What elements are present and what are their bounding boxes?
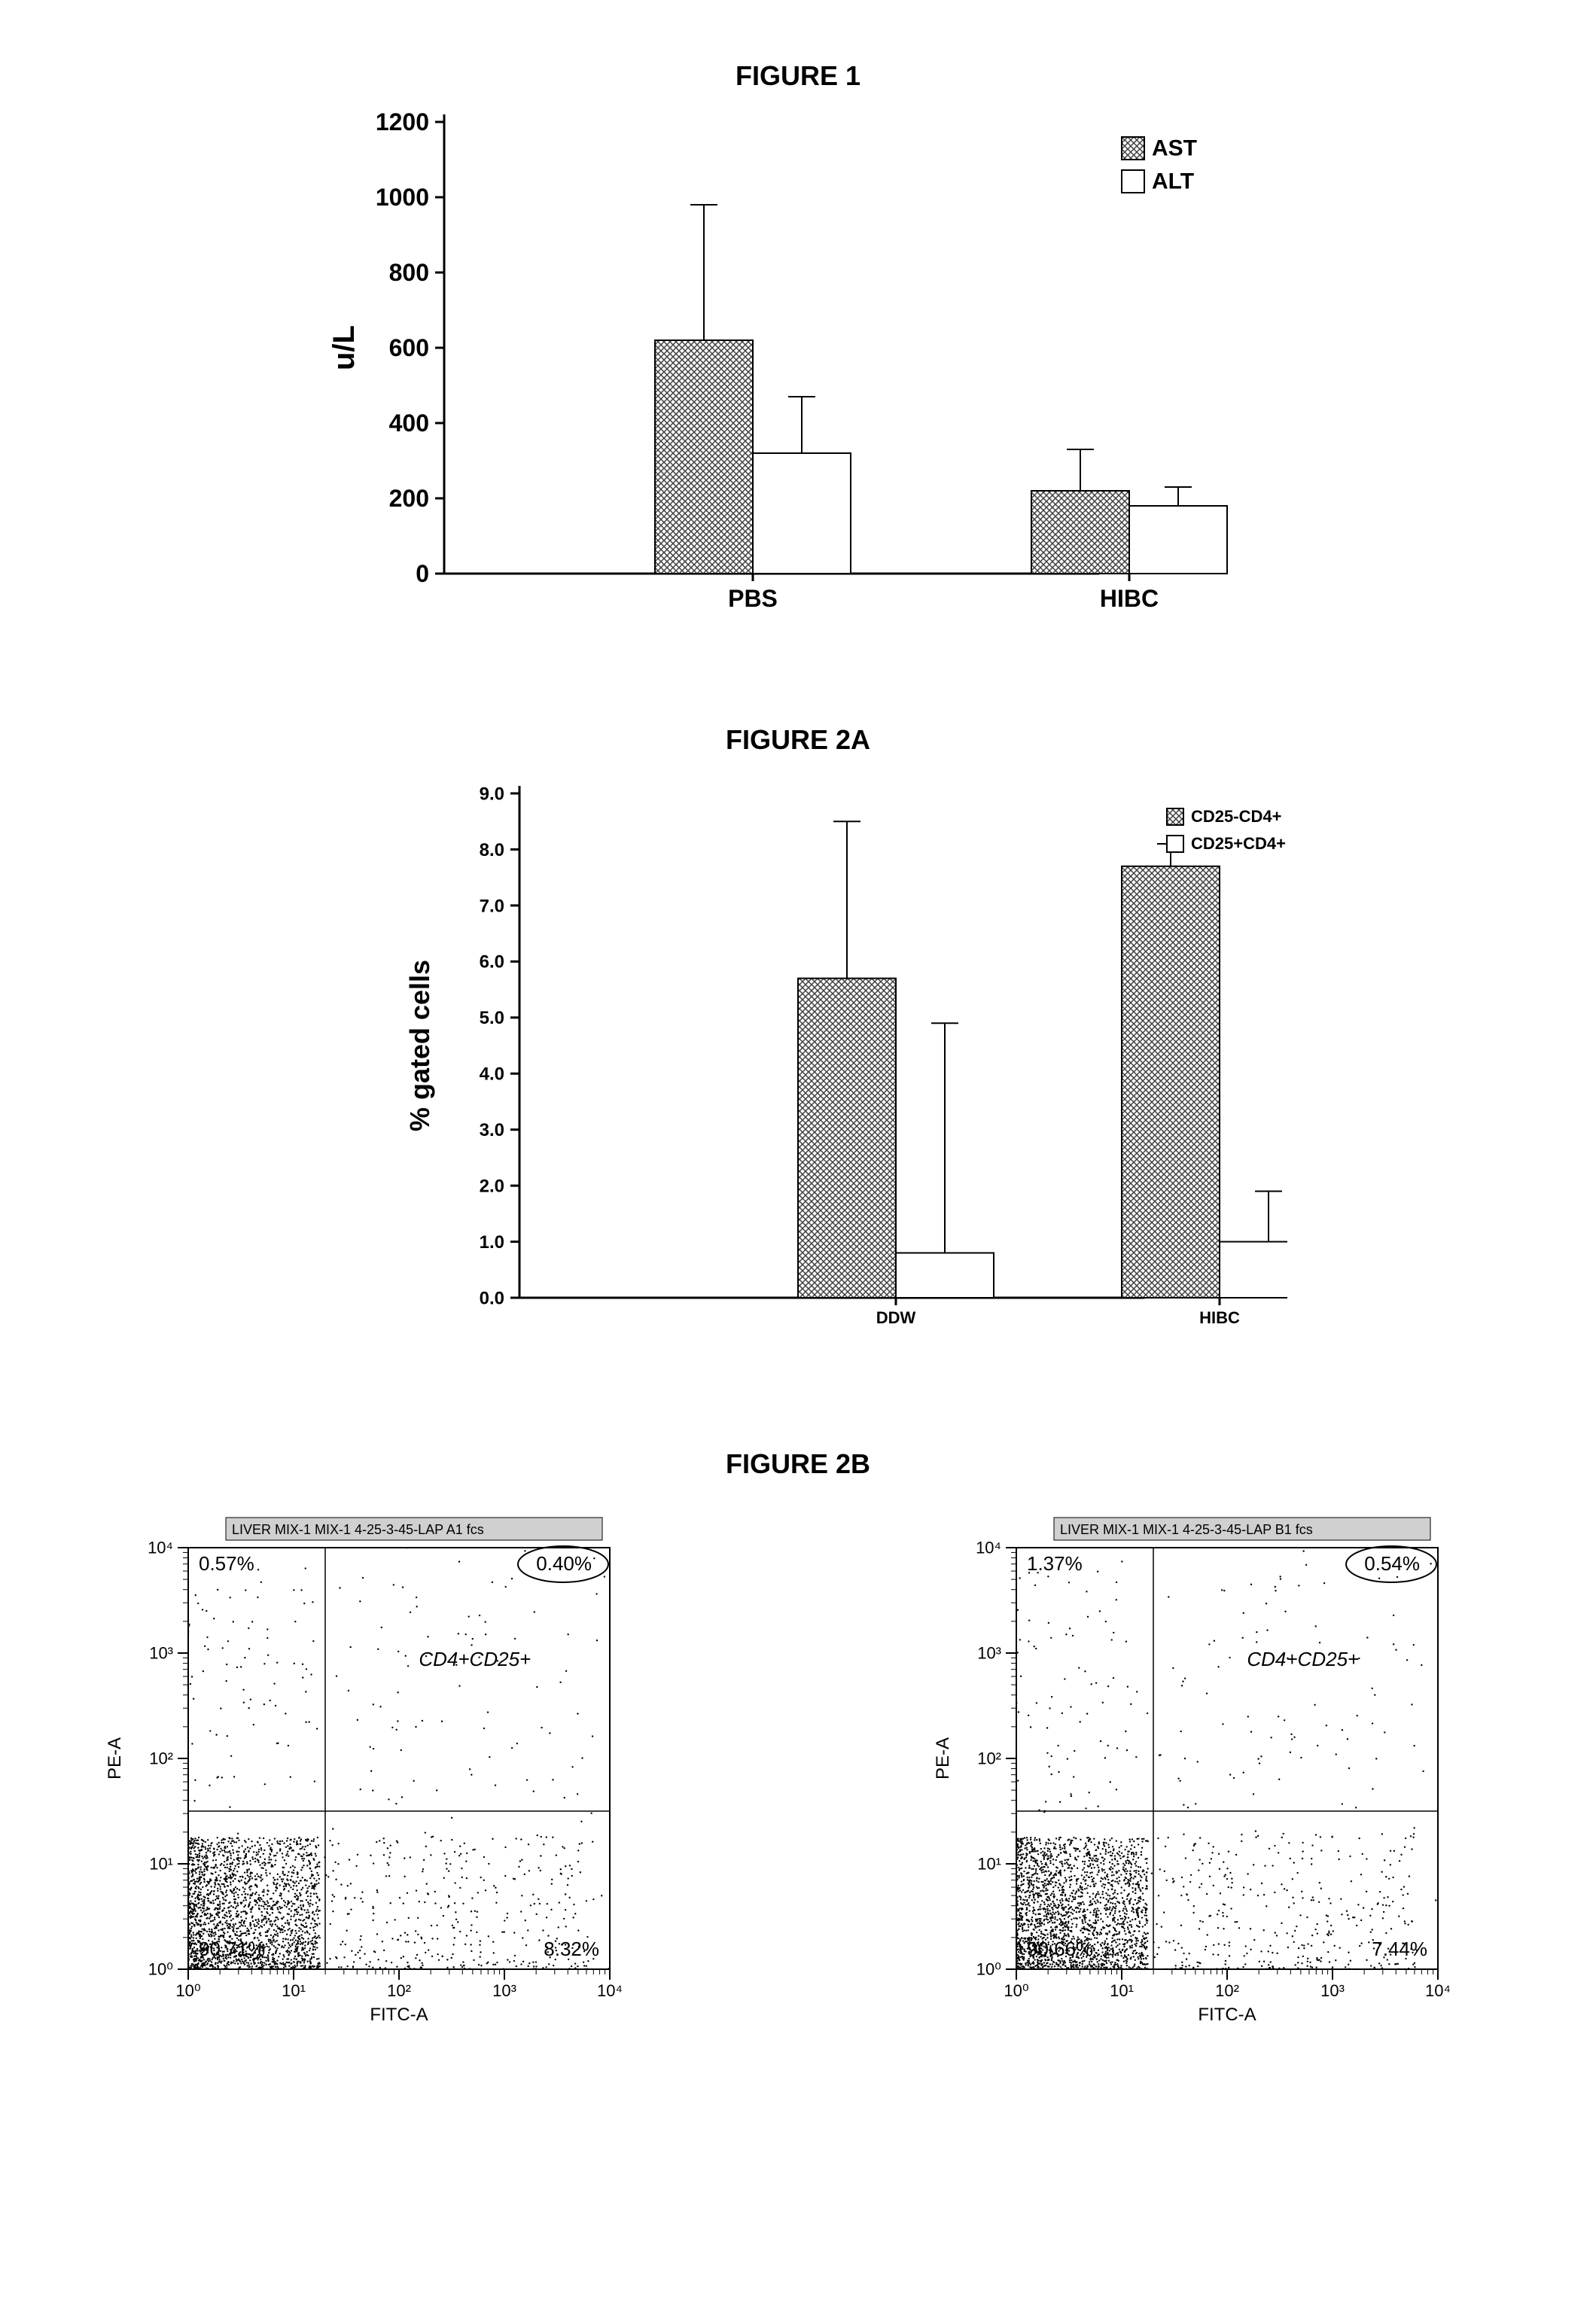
svg-text:10⁴: 10⁴ (597, 1981, 623, 2000)
figure-2a-chart: 0.0 1.0 2.0 3.0 4.0 5.0 6.0 7.0 8.0 9.0 % gated ce… (309, 771, 1287, 1358)
svg-text:8.0: 8.0 (480, 840, 504, 860)
svg-text:HIBC: HIBC (1199, 1308, 1240, 1327)
svg-text:4.0: 4.0 (480, 1064, 504, 1085)
svg-text:HIBC: HIBC (1100, 585, 1159, 612)
svg-text:10¹: 10¹ (149, 1855, 173, 1874)
svg-text:PE-A: PE-A (105, 1737, 125, 1780)
svg-text:600: 600 (389, 334, 429, 361)
svg-text:90.71%: 90.71% (199, 1938, 265, 1960)
svg-text:DDW: DDW (876, 1308, 916, 1327)
svg-text:200: 200 (389, 485, 429, 512)
figure-2b-title: FIGURE 2B (30, 1448, 1566, 1480)
figure-1-chart: 0 200 400 600 800 1000 1200 u/L PBS HIBC AST ALT (309, 107, 1287, 634)
svg-text:FITC-A: FITC-A (1198, 2005, 1256, 2025)
svg-text:0: 0 (416, 560, 429, 587)
figure-1-title: FIGURE 1 (30, 60, 1566, 92)
svg-text:0.57%: 0.57% (199, 1552, 254, 1575)
svg-text:400: 400 (389, 409, 429, 437)
figure-2a-title: FIGURE 2A (30, 724, 1566, 756)
svg-text:10³: 10³ (149, 1644, 173, 1663)
svg-text:10¹: 10¹ (282, 1981, 306, 2000)
svg-text:6.0: 6.0 (480, 952, 504, 973)
svg-text:1000: 1000 (376, 184, 429, 211)
svg-text:LIVER MIX-1 MIX-1 4-25-3-45-L: LIVER MIX-1 MIX-1 4-25-3-45-LAP A1 fcs (232, 1522, 484, 1537)
svg-text:10⁰: 10⁰ (976, 1960, 1001, 1979)
svg-text:1.0: 1.0 (480, 1232, 504, 1253)
svg-text:CD4+CD25+: CD4+CD25+ (419, 1648, 531, 1670)
svg-text:800: 800 (389, 259, 429, 286)
svg-text:1200: 1200 (376, 108, 429, 135)
svg-text:10⁰: 10⁰ (1004, 1981, 1028, 2000)
svg-text:10⁴: 10⁴ (148, 1539, 173, 1557)
svg-text:PBS: PBS (728, 585, 778, 612)
svg-text:10¹: 10¹ (1110, 1981, 1134, 2000)
svg-text:9.0: 9.0 (480, 784, 504, 804)
svg-text:10²: 10² (977, 1749, 1001, 1768)
svg-text:10¹: 10¹ (977, 1855, 1001, 1874)
svg-text:0.0: 0.0 (480, 1288, 504, 1308)
figure-2b-panel-right: LIVER MIX-1 MIX-1 4-25-3-45-LAP B1 fcs 10… (911, 1495, 1513, 2067)
svg-text:% gated cells: % gated cells (404, 960, 435, 1131)
svg-text:10²: 10² (387, 1981, 411, 2000)
figure-2b-panel-left: LIVER MIX-1 MIX-1 4-25-3-45-LAP A1 fcs 10… (83, 1495, 685, 2067)
svg-text:10⁴: 10⁴ (1425, 1981, 1451, 2000)
svg-text:LIVER MIX-1 MIX-1 4-25-3-45-L: LIVER MIX-1 MIX-1 4-25-3-45-LAP B1 fcs (1060, 1522, 1313, 1537)
svg-text:10³: 10³ (1320, 1981, 1345, 2000)
svg-text:10⁰: 10⁰ (175, 1981, 200, 2000)
svg-text:ALT: ALT (1152, 169, 1194, 194)
svg-text:10³: 10³ (492, 1981, 516, 2000)
svg-text:7.0: 7.0 (480, 896, 504, 916)
svg-text:10³: 10³ (977, 1644, 1001, 1663)
svg-text:10²: 10² (1215, 1981, 1239, 2000)
svg-text:CD25-CD4+: CD25-CD4+ (1191, 807, 1281, 826)
svg-text:AST: AST (1152, 136, 1197, 161)
svg-text:FITC-A: FITC-A (370, 2005, 428, 2025)
svg-text:5.0: 5.0 (480, 1008, 504, 1028)
svg-text:PE-A: PE-A (933, 1737, 953, 1780)
svg-text:10⁴: 10⁴ (976, 1539, 1001, 1557)
svg-text:CD25+CD4+: CD25+CD4+ (1191, 834, 1286, 853)
svg-text:0.40%: 0.40% (536, 1552, 592, 1575)
svg-text:3.0: 3.0 (480, 1120, 504, 1140)
svg-text:10⁰: 10⁰ (148, 1960, 173, 1979)
svg-text:8.32%: 8.32% (544, 1938, 599, 1960)
svg-text:10²: 10² (149, 1749, 173, 1768)
svg-text:2.0: 2.0 (480, 1177, 504, 1197)
svg-text:u/L: u/L (327, 325, 361, 370)
